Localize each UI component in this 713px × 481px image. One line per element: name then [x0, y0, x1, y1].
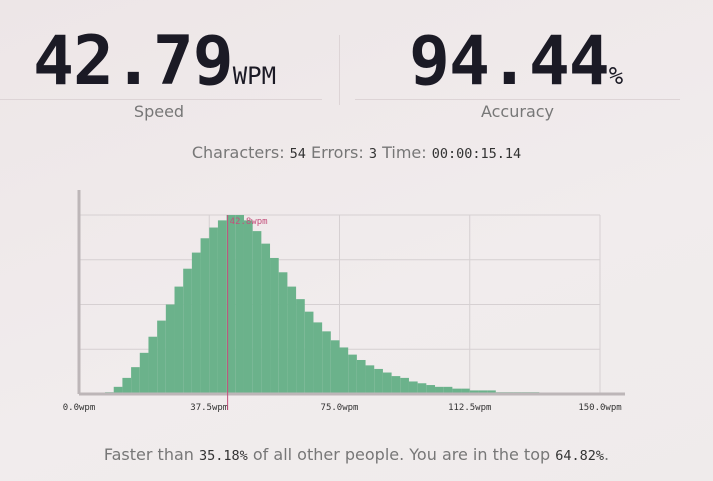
- bar: [339, 347, 349, 394]
- stat-label: Characters:: [191, 143, 285, 162]
- bar: [469, 390, 479, 394]
- bar: [113, 386, 123, 394]
- bar: [235, 215, 244, 394]
- bar: [348, 354, 357, 394]
- bar: [217, 220, 227, 394]
- bar: [400, 377, 409, 394]
- stat-label: Errors:: [311, 143, 364, 162]
- bar: [139, 352, 149, 394]
- bar: [157, 320, 166, 394]
- bar: [417, 383, 427, 394]
- bar: [174, 286, 184, 394]
- footer-value: 64.82%: [555, 448, 605, 464]
- bar: [191, 252, 201, 394]
- x-tick-label: 75.0wpm: [321, 403, 359, 413]
- bar: [287, 286, 297, 394]
- accuracy-unit: %: [608, 62, 624, 90]
- bar: [200, 238, 210, 394]
- bar: [461, 388, 470, 394]
- bar: [374, 368, 383, 394]
- stat-value: 3: [368, 146, 377, 162]
- x-tick-label: 112.5wpm: [448, 403, 491, 413]
- bar: [452, 388, 462, 394]
- bar: [478, 390, 488, 394]
- bar: [278, 272, 288, 394]
- bar: [391, 376, 401, 394]
- bar: [131, 367, 140, 394]
- speed-unit: WPM: [232, 62, 277, 90]
- bar: [270, 257, 279, 394]
- divider: [0, 99, 322, 100]
- bar: [356, 359, 366, 394]
- footer-value: 35.18%: [199, 448, 248, 464]
- bar: [313, 322, 323, 394]
- speed-value: 42.79: [33, 22, 234, 101]
- bar: [122, 377, 132, 394]
- bar: [487, 390, 496, 394]
- bar: [330, 340, 340, 394]
- speed: 42.79WPM: [33, 22, 276, 116]
- speed-label: Speed: [133, 102, 185, 121]
- bar: [426, 385, 436, 394]
- footer-text: of all other people. You are in the top: [252, 445, 551, 464]
- accuracy-label: Accuracy: [480, 102, 555, 121]
- stats: Characters: 54 Errors: 3 Time: 00:00:15.…: [0, 143, 713, 162]
- x-tick-label: 0.0wpm: [63, 403, 96, 413]
- bar: [304, 311, 314, 394]
- bar: [243, 220, 253, 394]
- stat-value: 00:00:15.14: [431, 146, 522, 162]
- accuracy-value: 94.44: [409, 22, 610, 101]
- bar: [435, 386, 444, 394]
- bar: [443, 386, 453, 394]
- bar: [296, 299, 305, 394]
- stat-label: Time:: [382, 143, 427, 162]
- bar: [148, 336, 158, 394]
- bar: [365, 365, 375, 394]
- divider: [355, 99, 680, 100]
- bar: [322, 331, 331, 394]
- footer-text: .: [604, 445, 610, 464]
- stat-value: 54: [289, 146, 306, 162]
- bar: [382, 372, 392, 394]
- bar: [165, 304, 175, 394]
- marker-label: 42.8wpm: [230, 217, 268, 227]
- bar: [261, 243, 271, 394]
- footer: Faster than 35.18% of all other people. …: [0, 445, 713, 464]
- separator: [339, 35, 340, 105]
- footer-text: Faster than: [103, 445, 194, 464]
- bar: [183, 268, 192, 394]
- bar: [408, 381, 418, 394]
- bar: [252, 231, 262, 394]
- x-tick-label: 37.5wpm: [190, 403, 228, 413]
- x-tick-label: 150.0wpm: [578, 403, 621, 413]
- bar: [226, 215, 236, 394]
- accuracy: 94.44%: [409, 22, 623, 116]
- bar: [209, 227, 218, 394]
